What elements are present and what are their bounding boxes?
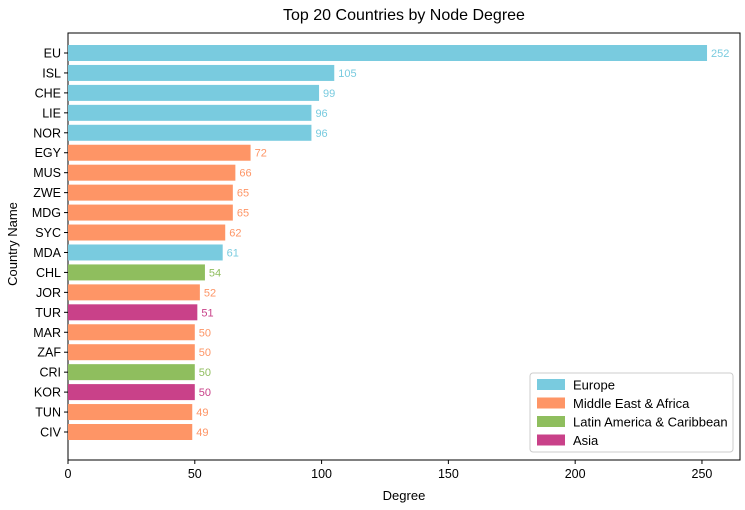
bar-mda: [68, 244, 223, 261]
y-tick-label-che: CHE: [35, 86, 61, 100]
x-tick-label-150: 150: [438, 467, 459, 481]
y-tick-label-chl: CHL: [36, 266, 61, 280]
data-label-lie: 96: [315, 108, 327, 120]
legend-swatch: [537, 416, 565, 427]
bar-tun: [68, 404, 193, 421]
data-label-chl: 54: [209, 267, 221, 279]
legend-swatch: [537, 434, 565, 446]
legend-swatch: [537, 397, 565, 409]
bar-kor: [68, 384, 195, 401]
bar-chl: [68, 264, 205, 281]
x-tick-label-0: 0: [65, 467, 72, 481]
legend: Europe Middle East & Africa Latin America …: [529, 372, 734, 453]
x-axis: 0 50 100 150 200 250: [65, 460, 713, 481]
bar-mus: [68, 164, 236, 181]
y-axis-label: Country Name: [5, 202, 20, 286]
bar-jor: [68, 284, 200, 301]
y-tick-label-tur: TUR: [35, 306, 61, 320]
data-label-mus: 66: [239, 168, 251, 180]
chart-title: Top 20 Countries by Node Degree: [283, 7, 525, 24]
bar-lie: [68, 104, 312, 121]
bar-syc: [68, 224, 226, 241]
y-tick-label-isl: ISL: [42, 66, 61, 80]
data-label-cri: 50: [199, 367, 211, 379]
legend-swatch: [537, 379, 565, 390]
data-label-tur: 51: [201, 307, 213, 319]
y-tick-label-lie: LIE: [42, 106, 61, 120]
data-label-zwe: 65: [237, 188, 249, 200]
y-tick-label-civ: CIV: [40, 426, 62, 440]
bar-zaf: [68, 344, 195, 361]
legend-box: [529, 372, 734, 453]
y-tick-label-mus: MUS: [33, 166, 61, 180]
y-tick-label-mda: MDA: [33, 246, 61, 260]
y-axis: EU ISL CHE LIE NOR EGY MUS ZWE MDG SYC MDA CHL JOR TU…: [32, 47, 68, 440]
y-tick-label-zwe: ZWE: [33, 186, 61, 200]
bar-mdg: [68, 204, 233, 221]
y-tick-label-cri: CRI: [39, 366, 61, 380]
bar-eu: [68, 45, 708, 61]
y-tick-label-jor: JOR: [36, 286, 61, 300]
legend-item-label: Europe: [573, 378, 615, 393]
data-label-syc: 62: [229, 228, 241, 240]
y-tick-label-syc: SYC: [35, 226, 61, 240]
data-label-civ: 49: [196, 427, 208, 439]
x-tick-label-50: 50: [188, 467, 202, 481]
x-tick-label-200: 200: [565, 467, 586, 481]
bar-zwe: [68, 184, 233, 201]
y-tick-label-kor: KOR: [34, 386, 61, 400]
y-tick-label-egy: EGY: [35, 146, 62, 160]
data-label-kor: 50: [199, 387, 211, 399]
data-label-zaf: 50: [199, 347, 211, 359]
y-tick-label-eu: EU: [44, 47, 61, 61]
x-axis-label: Degree: [383, 488, 426, 503]
data-label-jor: 52: [204, 287, 216, 299]
y-tick-label-zaf: ZAF: [37, 346, 61, 360]
y-tick-label-tun: TUN: [35, 406, 61, 420]
data-label-tun: 49: [196, 407, 208, 419]
bar-che: [68, 84, 320, 101]
data-label-isl: 105: [338, 68, 356, 80]
y-tick-label-mar: MAR: [33, 326, 61, 340]
bar-tur: [68, 304, 198, 321]
bar-cri: [68, 364, 195, 381]
x-tick-label-250: 250: [692, 467, 713, 481]
y-tick-label-mdg: MDG: [32, 206, 61, 220]
data-label-mdg: 65: [237, 208, 249, 220]
legend-item-label: Latin America & Caribbean: [573, 415, 728, 430]
bar-isl: [68, 64, 335, 81]
y-tick-label-nor: NOR: [33, 126, 61, 140]
data-label-nor: 96: [315, 128, 327, 140]
bar-civ: [68, 424, 193, 440]
data-label-che: 99: [323, 88, 335, 100]
bar-egy: [68, 144, 251, 161]
data-label-egy: 72: [255, 148, 267, 160]
bar-mar: [68, 324, 195, 341]
x-tick-label-100: 100: [311, 467, 332, 481]
data-label-eu: 252: [711, 48, 729, 60]
legend-item-label: Middle East & Africa: [573, 396, 690, 411]
legend-item-label: Asia: [573, 433, 599, 448]
bar-nor: [68, 124, 312, 141]
data-label-mar: 50: [199, 327, 211, 339]
data-label-mda: 61: [227, 247, 239, 259]
